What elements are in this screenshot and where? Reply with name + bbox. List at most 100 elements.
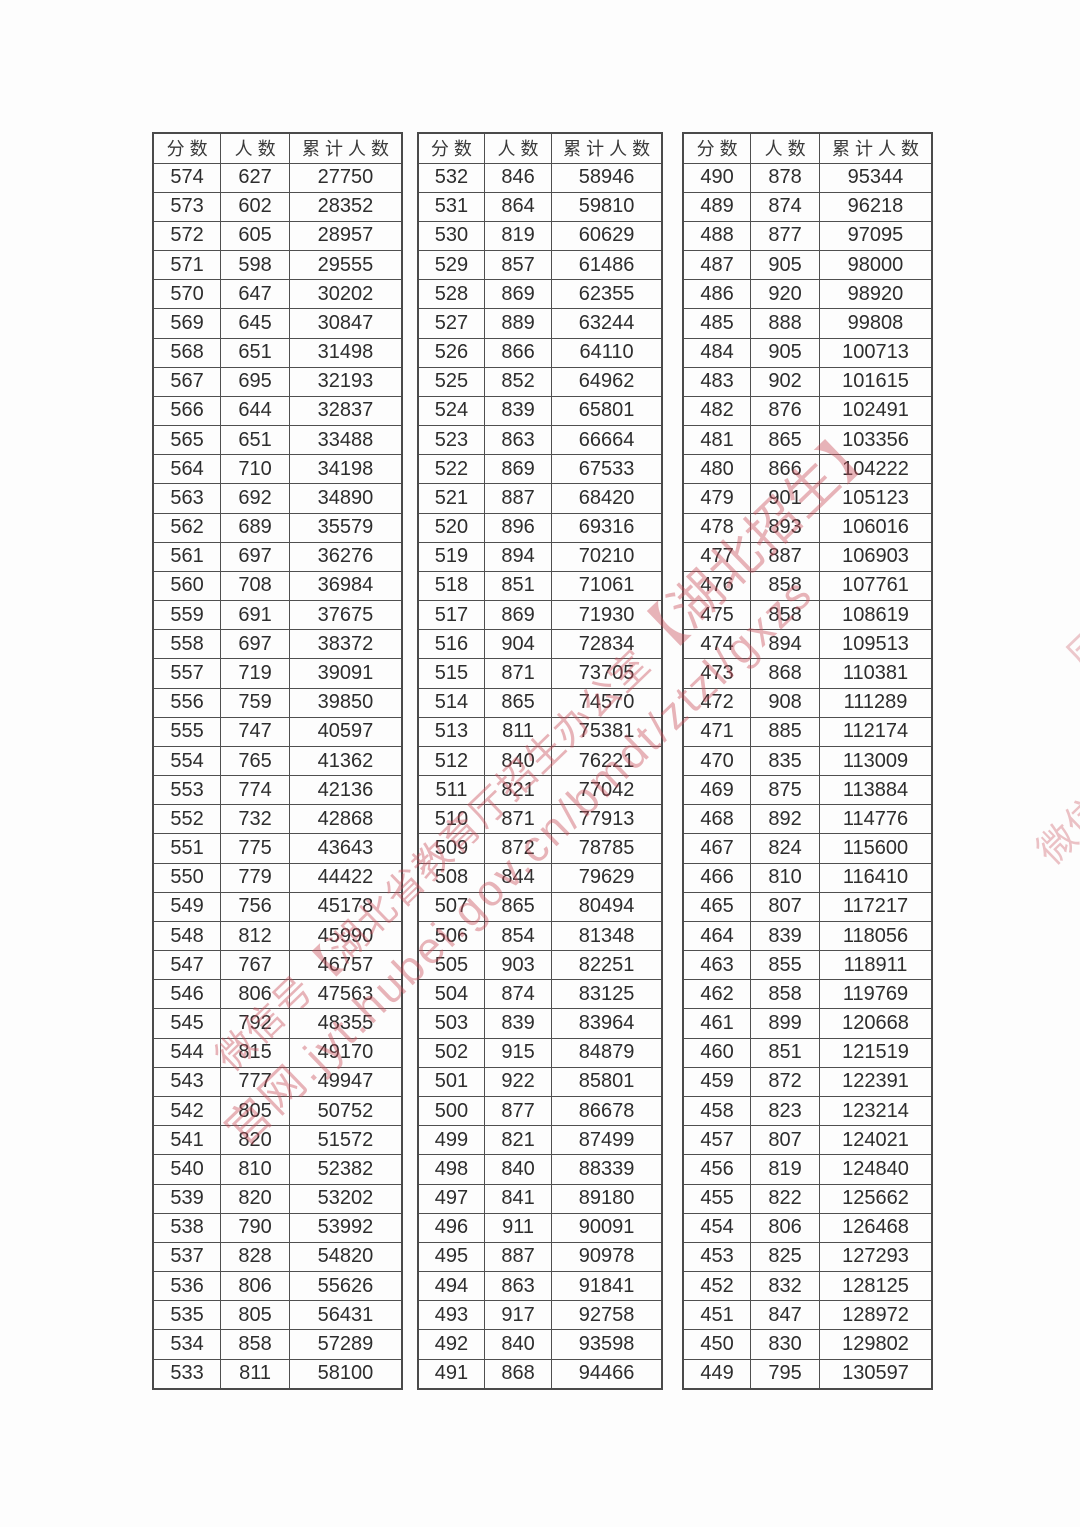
score-cell: 536 [152,1271,222,1302]
cumulative-cell: 126468 [818,1212,933,1243]
count-cell: 812 [220,920,290,952]
score-cell: 555 [152,716,222,747]
cumulative-cell: 74570 [551,687,663,718]
cumulative-cell: 61486 [551,250,663,281]
count-cell: 852 [483,366,553,397]
table-row: 454 806 126468 [682,1212,933,1243]
count-cell: 869 [483,454,553,485]
count-cell: 869 [483,600,553,631]
cumulative-cell: 118056 [818,920,933,952]
table-row: 513 811 75381 [417,716,663,747]
score-cell: 497 [417,1183,485,1214]
count-cell: 811 [483,716,553,747]
score-cell: 451 [682,1300,752,1331]
score-cell: 495 [417,1241,485,1273]
score-cell: 507 [417,891,485,922]
count-cell: 869 [483,279,553,310]
count-cell: 872 [483,833,553,864]
score-cell: 561 [152,541,222,572]
cumulative-cell: 63244 [551,308,663,339]
table-row: 519 894 70210 [417,541,663,572]
score-cell: 538 [152,1212,222,1243]
table-row: 527 889 63244 [417,308,663,339]
count-cell: 893 [750,512,820,543]
cumulative-cell: 71930 [551,600,663,631]
table-row: 540 810 52382 [152,1154,403,1185]
count-cell: 795 [750,1358,820,1390]
table-row: 491 868 94466 [417,1358,663,1390]
cumulative-cell: 117217 [818,891,933,922]
table-row: 469 875 113884 [682,775,933,806]
table-row: 490 878 95344 [682,162,933,193]
score-cell: 550 [152,862,222,893]
table-row: 495 887 90978 [417,1241,663,1273]
score-cell: 490 [682,162,752,193]
score-cell: 520 [417,512,485,543]
score-cell: 458 [682,1095,752,1127]
count-cell: 759 [220,687,290,718]
cumulative-cell: 34890 [288,483,403,514]
cumulative-cell: 58946 [551,162,663,193]
cumulative-cell: 124021 [818,1125,933,1156]
score-cell: 501 [417,1066,485,1098]
count-cell: 819 [483,220,553,252]
table-row: 504 874 83125 [417,979,663,1010]
header-row: 分数 人数 累计人数 [152,132,403,164]
score-cell: 503 [417,1008,485,1039]
table-row: 508 844 79629 [417,862,663,893]
table-row: 559 691 37675 [152,600,403,631]
cumulative-cell: 50752 [288,1095,403,1127]
count-cell: 692 [220,483,290,514]
cumulative-cell: 80494 [551,891,663,922]
score-cell: 467 [682,833,752,864]
table-row: 544 815 49170 [152,1037,403,1068]
table-row: 530 819 60629 [417,220,663,252]
count-cell: 855 [750,950,820,981]
cumulative-cell: 33488 [288,425,403,456]
table-row: 551 775 43643 [152,833,403,864]
table-row: 477 887 106903 [682,541,933,572]
cumulative-cell: 30202 [288,279,403,310]
table-row: 542 805 50752 [152,1095,403,1127]
cumulative-cell: 128125 [818,1271,933,1302]
count-cell: 901 [750,483,820,514]
count-cell: 824 [750,833,820,864]
score-cell: 530 [417,220,485,252]
score-cell: 492 [417,1329,485,1360]
count-cell: 865 [483,891,553,922]
score-distribution-table-1: 分数 人数 累计人数 574 627 27750 573 602 28352 572 605 2… [152,132,403,1390]
count-cell: 839 [750,920,820,952]
table-row: 505 903 82251 [417,950,663,981]
table-row: 478 893 106016 [682,512,933,543]
score-cell: 504 [417,979,485,1010]
cumulative-cell: 65801 [551,395,663,427]
score-cell: 554 [152,745,222,777]
count-cell: 866 [483,337,553,368]
cumulative-cell: 127293 [818,1241,933,1273]
score-cell: 537 [152,1241,222,1273]
score-cell: 556 [152,687,222,718]
table-row: 550 779 44422 [152,862,403,893]
score-cell: 563 [152,483,222,514]
score-cell: 464 [682,920,752,952]
score-cell: 564 [152,454,222,485]
header-score: 分数 [682,132,752,164]
score-cell: 498 [417,1154,485,1185]
table-row: 528 869 62355 [417,279,663,310]
cumulative-cell: 107761 [818,570,933,602]
count-cell: 887 [483,483,553,514]
count-cell: 920 [750,279,820,310]
score-cell: 499 [417,1125,485,1156]
table-row: 555 747 40597 [152,716,403,747]
cumulative-cell: 44422 [288,862,403,893]
count-cell: 774 [220,775,290,806]
cumulative-cell: 43643 [288,833,403,864]
count-cell: 902 [750,366,820,397]
count-cell: 710 [220,454,290,485]
count-cell: 887 [483,1241,553,1273]
score-cell: 469 [682,775,752,806]
score-cell: 566 [152,395,222,427]
cumulative-cell: 70210 [551,541,663,572]
count-cell: 877 [750,220,820,252]
table-row: 449 795 130597 [682,1358,933,1390]
